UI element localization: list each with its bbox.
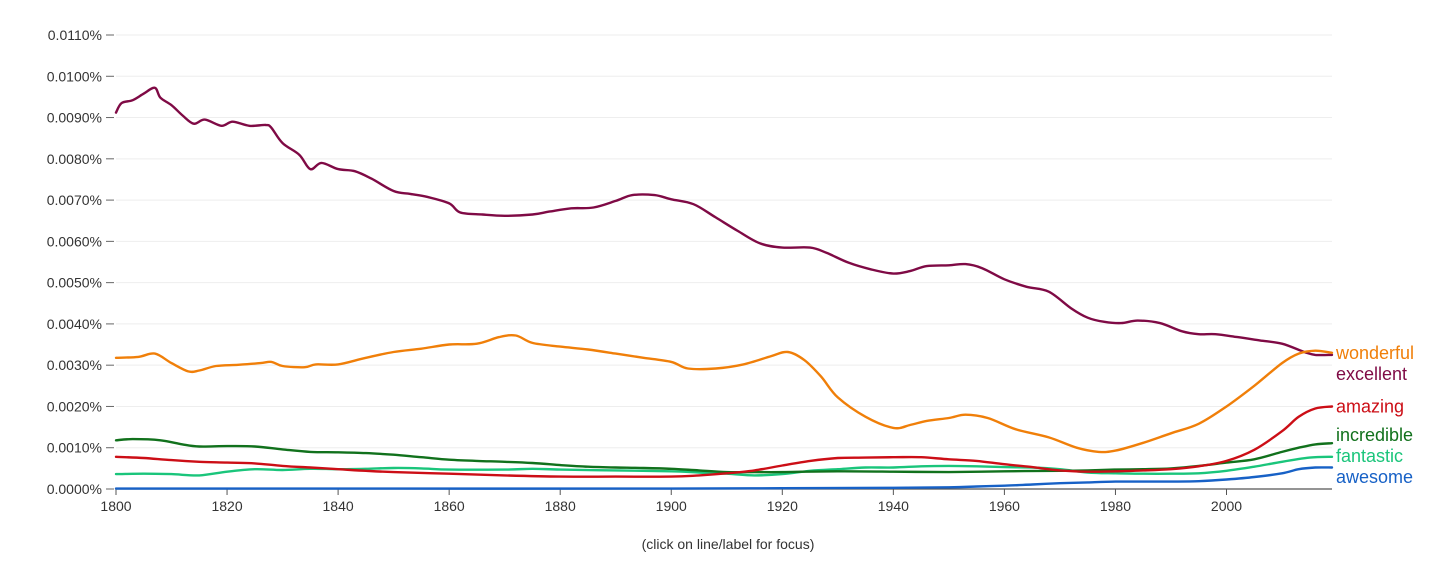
- y-tick-label: 0.0030%: [47, 357, 102, 373]
- y-tick-label: 0.0070%: [47, 192, 102, 208]
- x-tick-label: 1820: [211, 498, 242, 514]
- footer-hint: (click on line/label for focus): [641, 536, 815, 552]
- series-label-fantastic[interactable]: fantastic: [1336, 446, 1403, 466]
- x-tick-label: 1860: [434, 498, 465, 514]
- y-tick-label: 0.0100%: [47, 68, 102, 84]
- series-label-incredible[interactable]: incredible: [1336, 425, 1413, 445]
- x-tick-label: 2000: [1211, 498, 1242, 514]
- series-label-excellent[interactable]: excellent: [1336, 364, 1407, 384]
- y-tick-label: 0.0020%: [47, 398, 102, 414]
- series-line-fantastic[interactable]: [114, 455, 1334, 477]
- y-tick-label: 0.0090%: [47, 110, 102, 126]
- y-tick-label: 0.0060%: [47, 233, 102, 249]
- series-label-amazing[interactable]: amazing: [1336, 396, 1404, 416]
- series-label-awesome[interactable]: awesome: [1336, 467, 1413, 487]
- series-line-amazing[interactable]: [114, 405, 1334, 478]
- y-tick-label: 0.0000%: [47, 481, 102, 497]
- y-tick-label: 0.0040%: [47, 316, 102, 332]
- y-tick-label: 0.0050%: [47, 275, 102, 291]
- y-tick-label: 0.0010%: [47, 440, 102, 456]
- x-tick-label: 1840: [323, 498, 354, 514]
- x-tick-label: 1960: [989, 498, 1020, 514]
- y-tick-label: 0.0080%: [47, 151, 102, 167]
- series-line-excellent[interactable]: [114, 86, 1334, 357]
- series-label-wonderful[interactable]: wonderful: [1335, 343, 1414, 363]
- x-tick-label: 1940: [878, 498, 909, 514]
- series-lines: [114, 86, 1334, 490]
- x-tick-label: 1980: [1100, 498, 1131, 514]
- x-tick-label: 1920: [767, 498, 798, 514]
- x-tick-label: 1880: [545, 498, 576, 514]
- x-tick-label: 1800: [100, 498, 131, 514]
- grid-lines: [116, 34, 1332, 449]
- y-tick-label: 0.0110%: [48, 27, 102, 43]
- series-line-awesome[interactable]: [114, 466, 1334, 490]
- x-tick-label: 1900: [656, 498, 687, 514]
- axes: 0.0000% 0.0010% 0.0020% 0.0030% 0.0040% 0.005…: [47, 27, 1332, 514]
- series-line-wonderful[interactable]: [114, 333, 1334, 454]
